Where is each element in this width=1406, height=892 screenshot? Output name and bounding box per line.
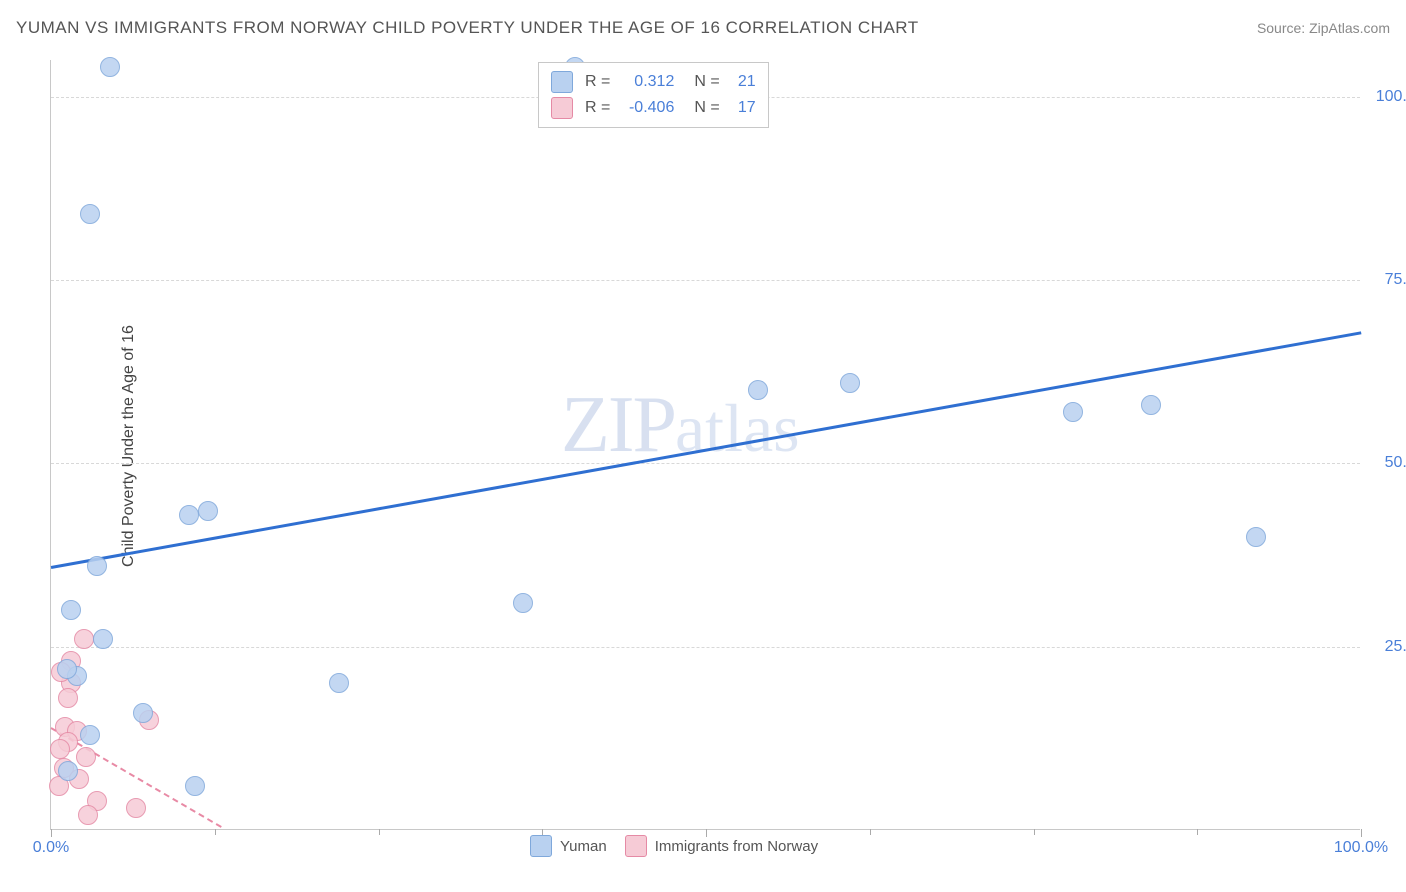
legend-label: Yuman bbox=[560, 838, 607, 855]
data-point bbox=[76, 747, 96, 767]
series-legend: Yuman Immigrants from Norway bbox=[530, 835, 818, 857]
legend-r-value: -0.406 bbox=[618, 99, 674, 117]
x-tick-mark bbox=[379, 829, 380, 835]
legend-swatch bbox=[625, 835, 647, 857]
legend-r-value: 0.312 bbox=[618, 73, 674, 91]
legend-r-label: R = bbox=[585, 73, 610, 91]
data-point bbox=[57, 659, 77, 679]
data-point bbox=[1141, 395, 1161, 415]
legend-n-value: 17 bbox=[728, 99, 756, 117]
data-point bbox=[80, 204, 100, 224]
data-point bbox=[329, 673, 349, 693]
y-tick-label: 75.0% bbox=[1370, 271, 1406, 289]
y-tick-label: 100.0% bbox=[1370, 88, 1406, 106]
data-point bbox=[126, 798, 146, 818]
legend-r-label: R = bbox=[585, 99, 610, 117]
x-tick-mark bbox=[1034, 829, 1035, 835]
data-point bbox=[58, 761, 78, 781]
legend-n-label: N = bbox=[694, 73, 719, 91]
data-point bbox=[61, 600, 81, 620]
legend-row: R = 0.312 N = 21 bbox=[551, 69, 756, 95]
data-point bbox=[58, 688, 78, 708]
x-tick-mark bbox=[1197, 829, 1198, 835]
x-tick-mark bbox=[870, 829, 871, 835]
data-point bbox=[87, 556, 107, 576]
data-point bbox=[1246, 527, 1266, 547]
data-point bbox=[198, 501, 218, 521]
x-tick-mark bbox=[1361, 829, 1362, 837]
gridline bbox=[51, 280, 1360, 281]
legend-item: Immigrants from Norway bbox=[625, 835, 818, 857]
legend-row: R = -0.406 N = 17 bbox=[551, 95, 756, 121]
legend-label: Immigrants from Norway bbox=[655, 838, 818, 855]
gridline bbox=[51, 647, 1360, 648]
data-point bbox=[840, 373, 860, 393]
data-point bbox=[93, 629, 113, 649]
legend-swatch bbox=[551, 97, 573, 119]
x-tick-mark bbox=[51, 829, 52, 837]
gridline bbox=[51, 463, 1360, 464]
x-tick-mark bbox=[215, 829, 216, 835]
trend-line bbox=[51, 331, 1361, 568]
legend-item: Yuman bbox=[530, 835, 607, 857]
correlation-legend: R = 0.312 N = 21 R = -0.406 N = 17 bbox=[538, 62, 769, 128]
data-point bbox=[100, 57, 120, 77]
source-attribution: Source: ZipAtlas.com bbox=[1257, 20, 1390, 36]
y-tick-label: 50.0% bbox=[1370, 454, 1406, 472]
data-point bbox=[74, 629, 94, 649]
data-point bbox=[185, 776, 205, 796]
chart-title: YUMAN VS IMMIGRANTS FROM NORWAY CHILD PO… bbox=[16, 18, 919, 38]
legend-n-value: 21 bbox=[728, 73, 756, 91]
data-point bbox=[78, 805, 98, 825]
legend-n-label: N = bbox=[694, 99, 719, 117]
data-point bbox=[50, 739, 70, 759]
title-bar: YUMAN VS IMMIGRANTS FROM NORWAY CHILD PO… bbox=[16, 18, 1390, 38]
legend-swatch bbox=[530, 835, 552, 857]
data-point bbox=[513, 593, 533, 613]
x-tick-label: 100.0% bbox=[1334, 839, 1388, 857]
data-point bbox=[179, 505, 199, 525]
x-tick-label: 0.0% bbox=[33, 839, 69, 857]
data-point bbox=[80, 725, 100, 745]
legend-swatch bbox=[551, 71, 573, 93]
data-point bbox=[133, 703, 153, 723]
scatter-plot-area: 25.0%50.0%75.0%100.0%0.0%100.0%ZIPatlas bbox=[50, 60, 1360, 830]
data-point bbox=[1063, 402, 1083, 422]
y-tick-label: 25.0% bbox=[1370, 638, 1406, 656]
data-point bbox=[748, 380, 768, 400]
